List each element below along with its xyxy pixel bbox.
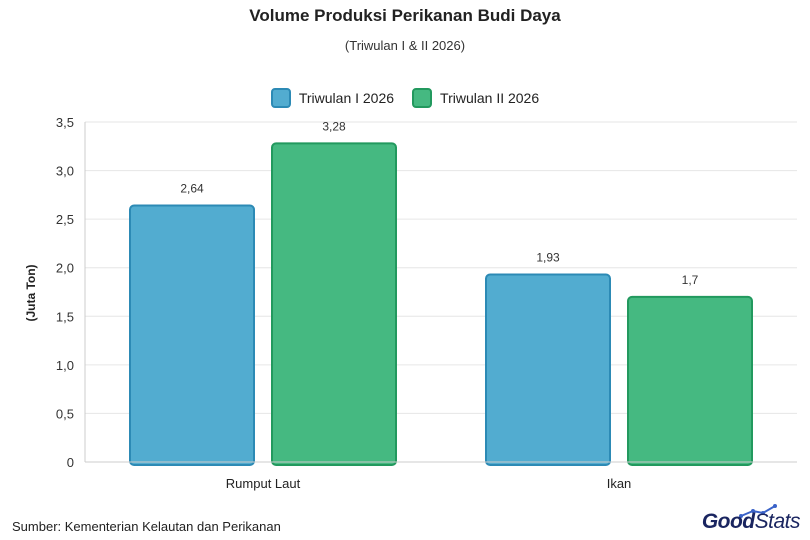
data-label: 2,64 xyxy=(180,182,204,196)
data-label: 3,28 xyxy=(322,119,346,133)
legend: Triwulan I 2026 Triwulan II 2026 xyxy=(0,88,810,108)
x-tick-label: Ikan xyxy=(607,476,632,491)
chart-title: Volume Produksi Perikanan Budi Daya xyxy=(249,6,561,25)
y-tick-label: 2,5 xyxy=(56,212,74,227)
bar-rumput-laut-series-1 xyxy=(129,204,255,467)
legend-item-series-2[interactable]: Triwulan II 2026 xyxy=(412,88,539,108)
y-tick-label: 2,0 xyxy=(56,261,74,276)
x-tick-label: Rumput Laut xyxy=(226,476,301,491)
logo-chart-mark-icon xyxy=(739,504,777,518)
y-tick-label: 1,5 xyxy=(56,309,74,324)
data-label: 1,7 xyxy=(682,273,699,287)
chart-subtitle: (Triwulan I & II 2026) xyxy=(344,38,466,53)
y-tick-label: 3,0 xyxy=(56,164,74,179)
logo-stats: Stats xyxy=(754,510,801,533)
legend-swatch-series-2 xyxy=(412,88,433,108)
data-label: 1,93 xyxy=(536,251,560,265)
legend-label-series-1: Triwulan I 2026 xyxy=(298,90,395,106)
bar-rumput-laut-series-2 xyxy=(271,142,397,466)
logo-good: Good xyxy=(701,510,755,533)
y-tick-label: 3,5 xyxy=(56,115,74,130)
legend-swatch-series-1 xyxy=(270,88,291,108)
y-axis-label: (Juta Ton) xyxy=(24,264,38,322)
bar-ikan-series-2 xyxy=(627,295,753,466)
bar-ikan-series-1 xyxy=(485,273,611,466)
y-tick-label: 0 xyxy=(67,455,74,470)
legend-item-series-1[interactable]: Triwulan I 2026 xyxy=(270,88,395,108)
y-tick-label: 0,5 xyxy=(56,406,74,421)
goodstats-logo: GoodStats xyxy=(701,510,801,534)
legend-label-series-2: Triwulan II 2026 xyxy=(440,90,540,106)
y-tick-label: 1,0 xyxy=(56,358,74,373)
source-note: Sumber: Kementerian Kelautan dan Perikan… xyxy=(12,519,281,534)
